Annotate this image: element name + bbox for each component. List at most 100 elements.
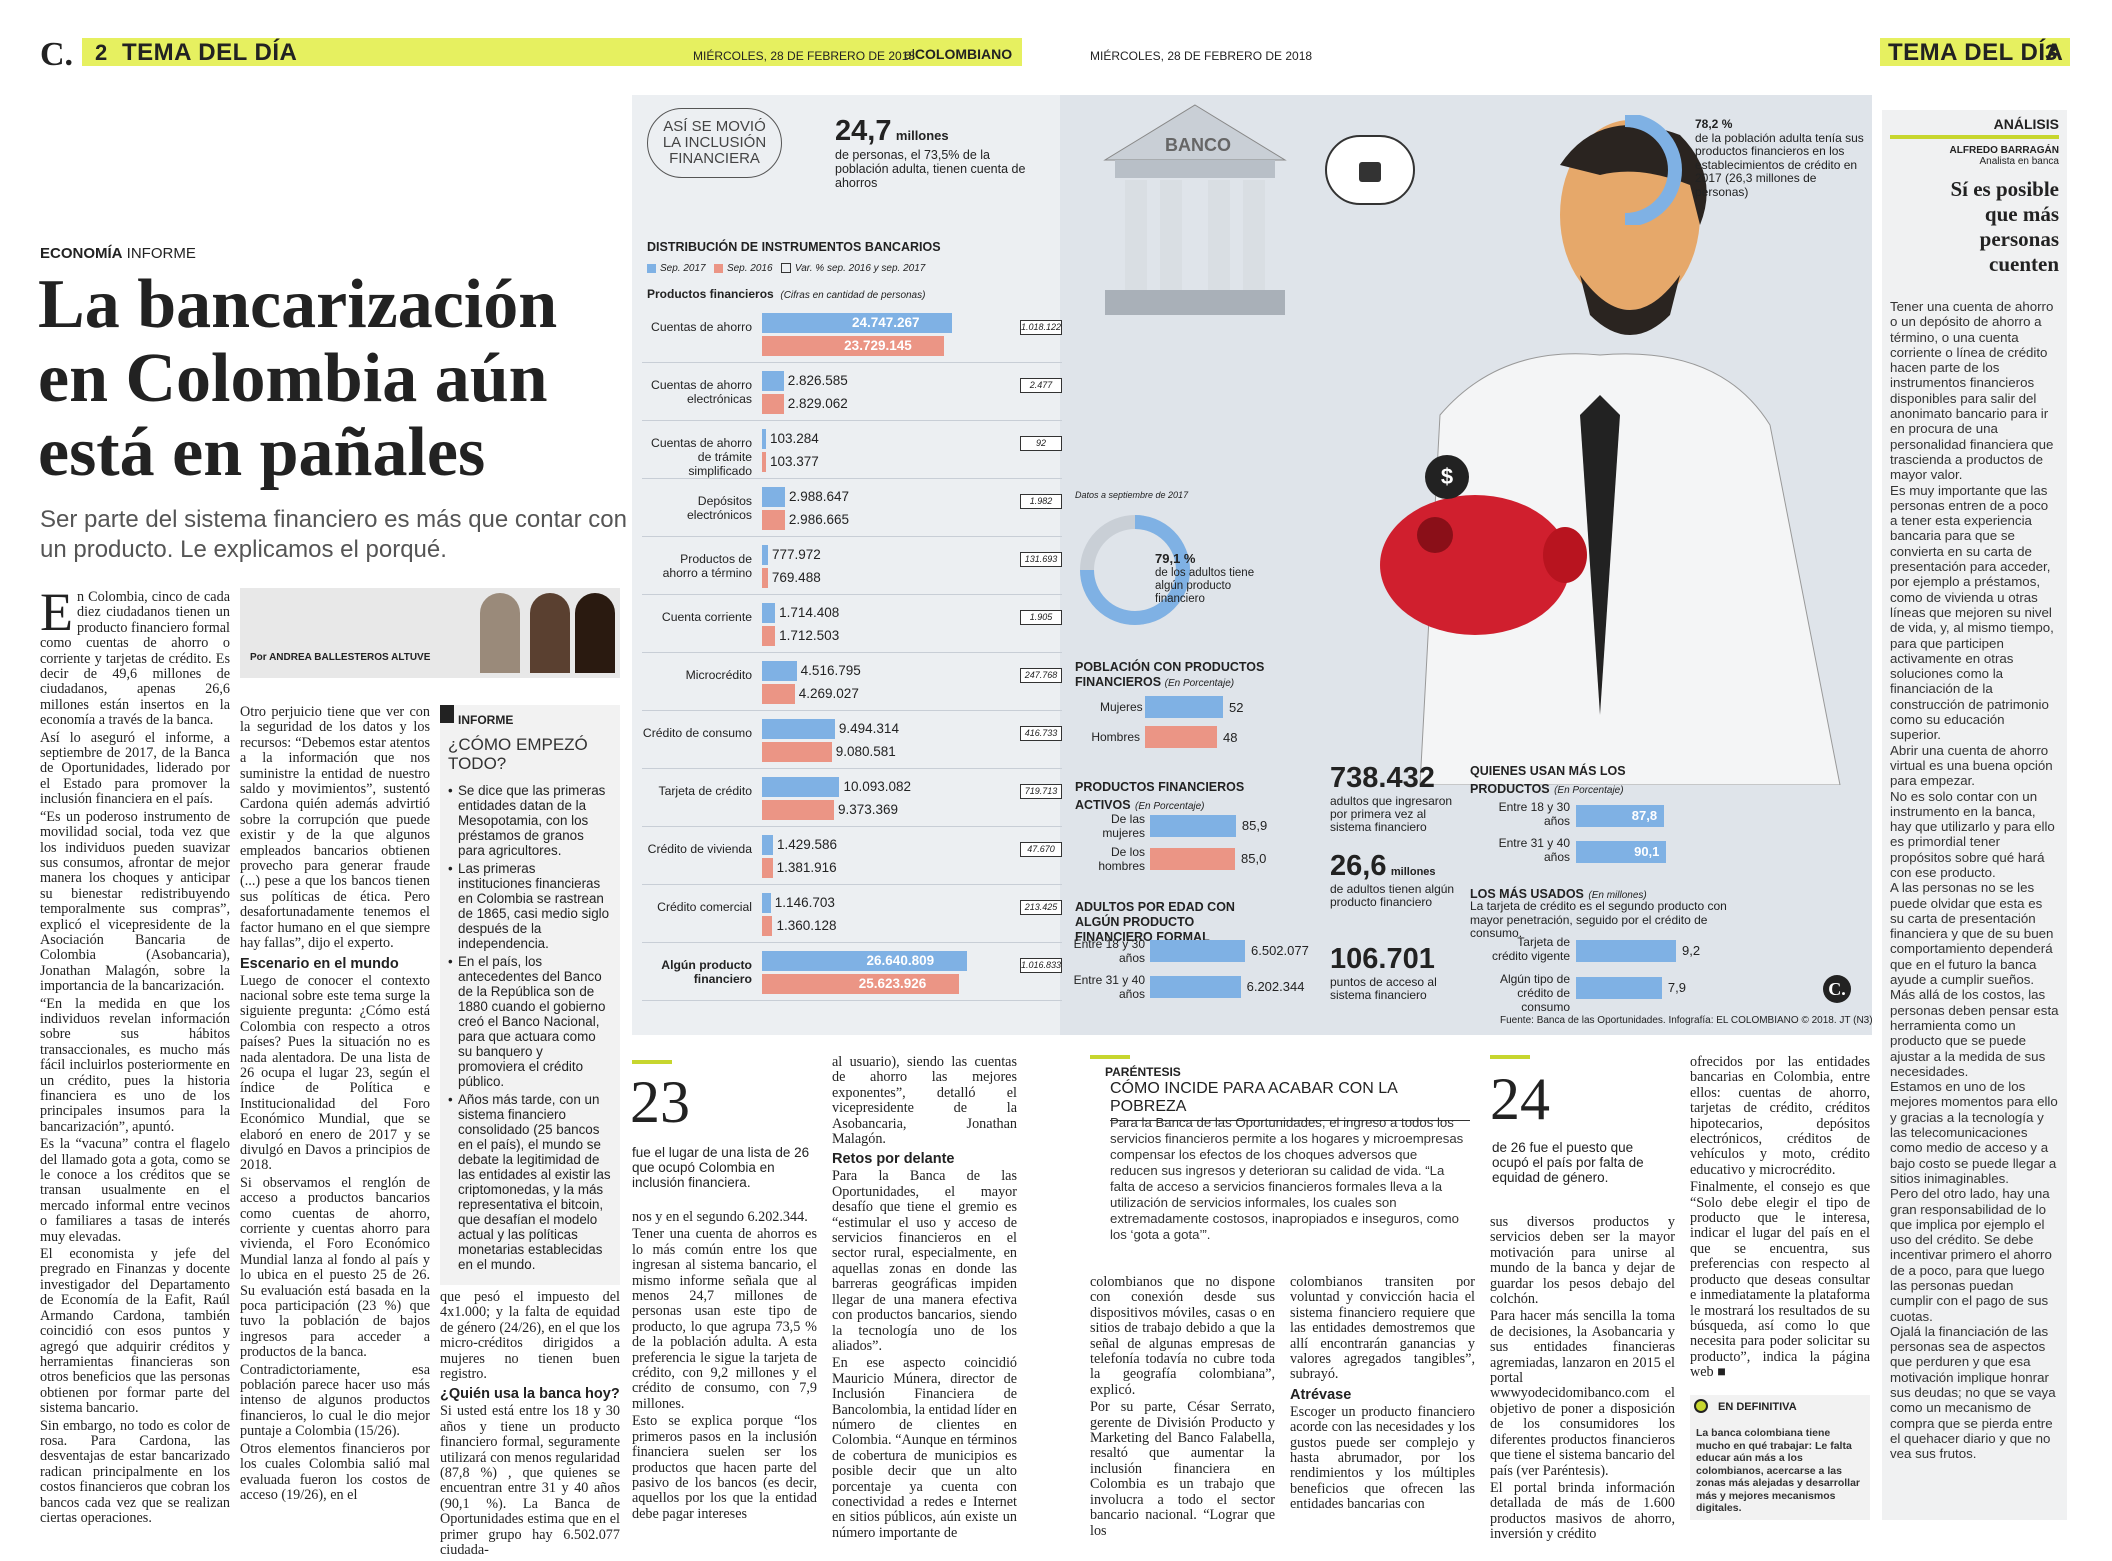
- active-hombres-label: De los hombres: [1098, 845, 1145, 873]
- col4-paragraph-2: Tener una cuenta de ahorros es lo más co…: [632, 1226, 817, 1412]
- bar-row-label: Cuentas de ahorro de trámite simplificad…: [651, 436, 752, 478]
- gender-mujeres-value: 52: [1229, 700, 1244, 715]
- byline: Por ANDREA BALLESTEROS ALTUVE: [250, 652, 431, 663]
- bar-variation: 719.713: [1020, 784, 1062, 799]
- who1-bar: [1576, 805, 1664, 827]
- col2-paragraph-5: Otros elementos financieros por los cual…: [240, 1440, 430, 1503]
- bar-row-label: Crédito comercial: [657, 900, 752, 914]
- who2-label: Entre 31 y 40 años: [1498, 836, 1570, 864]
- bar-value-v2016: 1.712.503: [779, 628, 840, 643]
- age2-value: 6.202.344: [1246, 979, 1305, 994]
- bar-value-v2016: 2.986.665: [788, 512, 849, 527]
- used1-value: 9,2: [1682, 943, 1701, 958]
- bar-variation: 131.693: [1020, 552, 1062, 567]
- col1-paragraph-6: El economista y jefe del pregrado en Fin…: [40, 1246, 230, 1417]
- headline: La bancarización en Colombia aún está en…: [38, 266, 558, 491]
- col1-paragraph-2: Así lo aseguró el informe, a septiembre …: [40, 729, 230, 808]
- used-note: (En millones): [1588, 890, 1647, 901]
- kicker-light: INFORME: [122, 245, 196, 262]
- age1-bar: [1150, 940, 1245, 962]
- bar-variation: 213.425: [1020, 900, 1062, 915]
- bar-v2017: [762, 603, 776, 623]
- used1-label: Tarjeta de crédito vigente: [1491, 935, 1570, 963]
- bar-row: Cuentas de ahorro de trámite simplificad…: [642, 421, 1062, 479]
- stat-266: 26,6 millones de adultos tienen algún pr…: [1330, 850, 1470, 909]
- bar-v2016: [762, 568, 768, 588]
- column-3: que pesó el impuesto del 4x1.000; y la f…: [440, 1289, 620, 1561]
- stat-738: 738.432 adultos que ingresaron por prime…: [1330, 762, 1470, 834]
- bar-row-label: Microcrédito: [685, 668, 752, 682]
- informe-item: En el país, los antecedentes del Banco d…: [448, 954, 612, 1089]
- bar-row: Cuentas de ahorro 24.747.267 23.729.145 1.0…: [642, 305, 1062, 363]
- bar-value-v2016: 25.623.926: [858, 976, 927, 991]
- bar-v2017: [762, 661, 797, 681]
- gender-mujeres-label: Mujeres: [1100, 700, 1143, 714]
- businessman-illustration: [1300, 95, 1860, 786]
- bar-value-v2017: 24.747.267: [852, 315, 920, 330]
- legend-2016: Sep. 2016: [726, 263, 773, 274]
- coin-icon: $: [1425, 455, 1469, 499]
- stat-23-number: 23: [630, 1069, 690, 1135]
- stat-79-value: 79,1 %: [1155, 551, 1196, 566]
- donut-78-chart: [1624, 115, 1682, 225]
- bar-row-label: Crédito de vivienda: [647, 842, 752, 856]
- bar-value-v2017: 2.826.585: [787, 373, 848, 388]
- legend-var: Var. % sep. 2016 y sep. 2017: [794, 263, 926, 274]
- used1-bar: [1576, 940, 1676, 962]
- bar-v2016: [762, 916, 773, 936]
- bar-row: Productos de ahorro a término 777.972 769.…: [642, 537, 1062, 595]
- who-title: QUIENES USAN MÁS LOS PRODUCTOS (En Porce…: [1470, 762, 1670, 798]
- age2-label: Entre 31 y 40 años: [1073, 973, 1145, 1001]
- col5-paragraph-3: En ese aspecto coincidió Mauricio Múnera…: [832, 1355, 1017, 1541]
- informe-item: Las primeras instituciones financieras e…: [448, 861, 612, 951]
- bar-v2016: [762, 858, 773, 878]
- headline-stat: 24,7 millones de personas, el 73,5% de l…: [835, 115, 1035, 190]
- bar-v2017: [762, 951, 967, 971]
- author-photo-face-2: [530, 593, 570, 673]
- column-4: nos y en el segundo 6.202.344. Tener una…: [632, 1209, 817, 1524]
- bar-value-v2017: 26.640.809: [866, 953, 935, 968]
- stat-738-value: 738.432: [1330, 762, 1435, 794]
- donut-78-arc: [1624, 115, 1682, 225]
- distribution-title: DISTRIBUCIÓN DE INSTRUMENTOS BANCARIOS: [647, 240, 941, 254]
- donut-79-arc: [1080, 515, 1190, 625]
- bar-value-v2017: 4.516.795: [800, 663, 861, 678]
- analysis-column: ANÁLISIS ALFREDO BARRAGÁN Analista en ba…: [1882, 110, 2067, 1520]
- parentesis-text: Para la Banca de las Oportunidades, el i…: [1110, 1115, 1464, 1242]
- headline-stat-text: de personas, el 73,5% de la población ad…: [835, 148, 1026, 190]
- products-title: Productos financieros (Cifras en cantida…: [647, 287, 925, 301]
- header-bar-right: [1880, 38, 2070, 66]
- piggy-bank-illustration: $: [1365, 455, 1595, 640]
- stat-24-number: 24: [1490, 1066, 1550, 1132]
- definitiva-label: EN DEFINITIVA: [1718, 1401, 1797, 1413]
- stat-24-accent: [1490, 1055, 1530, 1059]
- bank-icon: [1103, 104, 1287, 315]
- stat-106: 106.701 puntos de acceso al sistema fina…: [1330, 943, 1470, 1002]
- bar-v2016: [762, 336, 945, 356]
- lock-icon: [1359, 162, 1381, 182]
- bar-v2017: [762, 487, 785, 507]
- headline-stat-unit: millones: [895, 128, 949, 143]
- bar-value-v2017: 10.093.082: [843, 779, 912, 794]
- used2-value: 7,9: [1667, 980, 1686, 995]
- informe-icon: [440, 705, 454, 723]
- rcol1-paragraph-1: colombianos que no dispone con conexión …: [1090, 1274, 1275, 1398]
- stat-23-accent: [632, 1060, 672, 1064]
- rcol2-paragraph-2: Escoger un producto financiero acorde co…: [1290, 1403, 1475, 1513]
- col5-paragraph-2: Para la Banca de las Oportunidades, el m…: [832, 1168, 1017, 1354]
- bar-value-v2016: 23.729.145: [844, 338, 912, 353]
- bar-value-v2016: 1.360.128: [776, 918, 837, 933]
- bar-value-v2016: 103.377: [770, 454, 819, 469]
- stat-266-text: de adultos tienen algún producto financi…: [1330, 882, 1455, 909]
- bar-row: Microcrédito 4.516.795 4.269.027 247.768: [642, 653, 1062, 711]
- gender-hombres-value: 48: [1223, 730, 1238, 745]
- informe-list: Se dice que las primeras entidades datan…: [448, 783, 612, 1272]
- bar-variation: 2.477: [1020, 378, 1062, 393]
- deck: Ser parte del sistema financiero es más …: [40, 506, 627, 563]
- active-note: (En Porcentaje): [1135, 801, 1205, 812]
- parentesis-label: PARÉNTESIS: [1105, 1065, 1181, 1079]
- definitiva-icon: [1694, 1399, 1708, 1413]
- sep-note: Datos a septiembre de 2017: [1075, 490, 1189, 500]
